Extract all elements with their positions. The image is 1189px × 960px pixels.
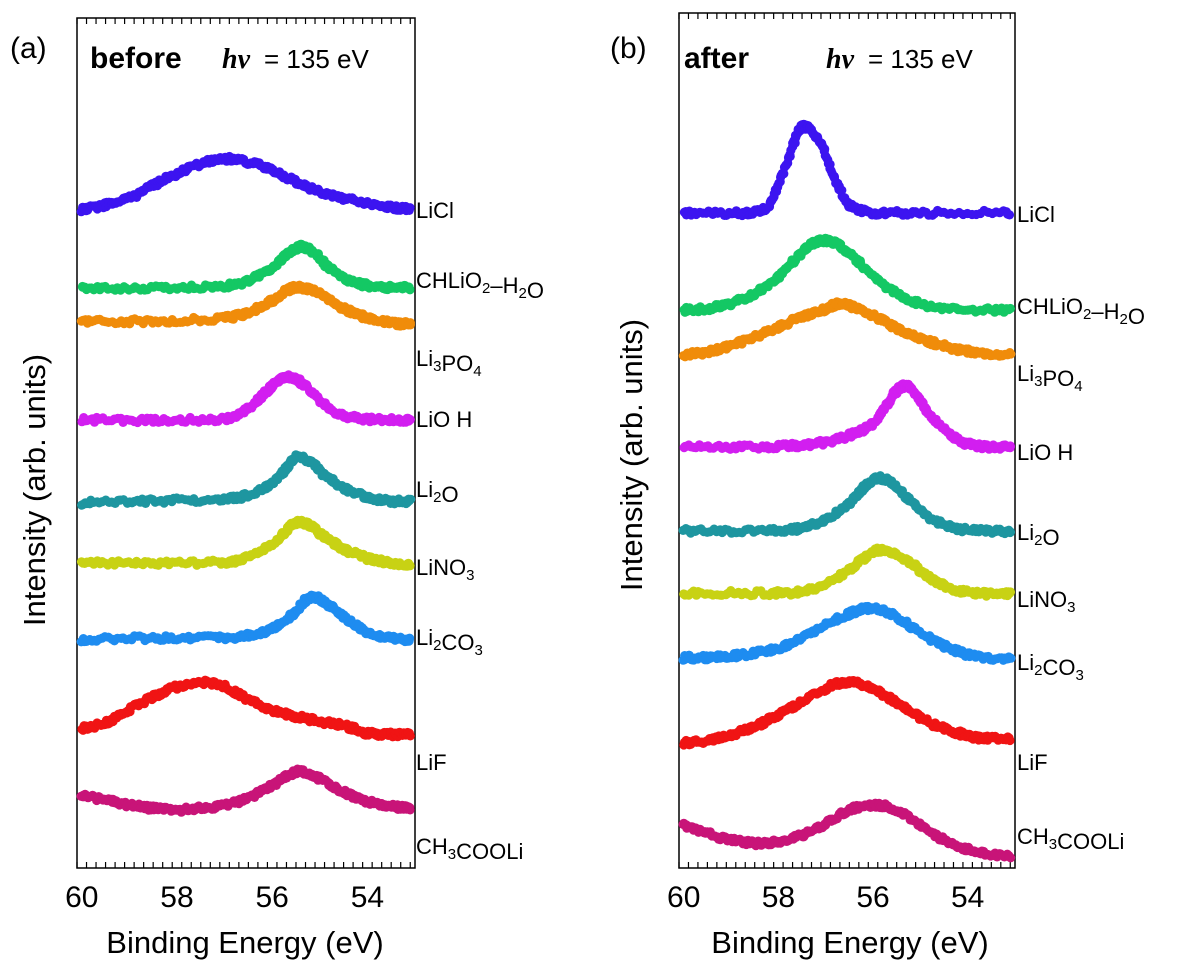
data-point: [405, 203, 415, 213]
data-point: [1005, 303, 1016, 314]
panel-a-plot-frame: [76, 17, 416, 869]
panel-b-series-Li2CO3: [678, 601, 1016, 665]
panel-a-series-label-CH3COOLi: CH3COOLi: [416, 834, 523, 864]
panel-b-series-CHLiO2-H2O: [679, 233, 1016, 317]
panel-a-x-tick-label: 60: [65, 881, 98, 914]
panel-b-series-LiNO3: [679, 543, 1016, 601]
panel-b-condition: after: [684, 42, 749, 75]
panel-a-series-Li2O: [77, 450, 416, 510]
panel-b-series-label-Li2O: Li2O: [1017, 520, 1060, 550]
data-point: [1006, 653, 1016, 663]
panel-b-x-tick-label: 54: [951, 881, 984, 914]
panel-a-series-label-Li2O: Li2O: [416, 477, 459, 507]
data-point: [405, 415, 415, 425]
panel-a-series-CHLiO2-H2O: [77, 239, 415, 295]
panel-a-series-Li3PO4: [76, 280, 415, 331]
panel-b-plot-frame: [678, 12, 1016, 869]
data-point: [405, 560, 415, 570]
data-point: [1004, 210, 1015, 220]
panel-a-series-LiCl: [76, 151, 415, 217]
data-point: [1005, 443, 1015, 453]
panel-b-series-label-LiNO3: LiNO3: [1017, 587, 1075, 616]
data-point: [1005, 735, 1015, 746]
panel-a-x-tick-label: 56: [255, 881, 288, 914]
data-point: [1005, 587, 1016, 597]
panel-b-series-label-LiF: LiF: [1017, 750, 1048, 775]
panel-b-series-label-LiOH: LiO H: [1017, 440, 1073, 465]
panel-a-series-label-Li2CO3: Li2CO3: [416, 625, 483, 659]
panel-b-series-label-Li2CO3: Li2CO3: [1017, 650, 1084, 684]
panel-b-series-LiOH: [679, 379, 1016, 454]
panel-b-photon-symbol: hν: [826, 44, 855, 75]
panel-a-x-tick-label: 54: [351, 881, 384, 914]
data-point: [405, 803, 415, 813]
panel-a-series-label-LiF: LiF: [416, 750, 447, 775]
panel-a-series-LiOH: [77, 370, 415, 428]
panel-b-photon-value: = 135 eV: [868, 44, 973, 74]
panel-b-series-LiCl: [679, 119, 1015, 221]
panel-a-y-axis-title: Intensity (arb. units): [17, 354, 52, 626]
data-point: [405, 633, 415, 643]
panel-b-x-tick-label: 58: [762, 881, 795, 914]
panel-b-series-label-CHLiO2-H2O: CHLiO2–H2O: [1017, 294, 1145, 329]
data-point: [1005, 527, 1016, 537]
data-point: [1006, 349, 1016, 359]
panel-a-label: (a): [10, 32, 47, 65]
data-point: [1006, 853, 1016, 863]
panel-a-series-label-LiOH: LiO H: [416, 407, 472, 432]
panel-a-series-CH3COOLi: [76, 764, 415, 817]
data-point: [405, 320, 415, 330]
panel-b-y-axis-title: Intensity (arb. units): [614, 319, 649, 591]
panel-b-series-LiF: [679, 676, 1015, 750]
panel-b-series-label-LiCl: LiCl: [1017, 202, 1055, 227]
data-point: [405, 284, 415, 294]
panel-b-x-tick-label: 60: [667, 881, 700, 914]
panel-a-series-Li2CO3: [76, 590, 415, 647]
panel-b-series-label-Li3PO4: Li3PO4: [1017, 361, 1083, 395]
panel-b-x-tick-label: 56: [856, 881, 889, 914]
panel-a-series-label-CHLiO2-H2O: CHLiO2–H2O: [416, 268, 544, 303]
panel-b-label: (b): [610, 32, 647, 65]
panel-a-photon-symbol: hν: [222, 44, 251, 75]
panel-b-series-Li2O: [678, 471, 1016, 539]
panel-a-photon-value: = 135 eV: [264, 44, 369, 74]
panel-b-series-label-CH3COOLi: CH3COOLi: [1017, 824, 1124, 854]
panel-a-x-tick-label: 58: [160, 881, 193, 914]
panel-a-series-label-Li3PO4: Li3PO4: [416, 346, 482, 380]
panel-a-series-label-LiCl: LiCl: [416, 198, 454, 223]
panel-b-series-Li3PO4: [678, 297, 1016, 362]
panel-a-condition: before: [90, 42, 182, 75]
panel-a-series-label-LiNO3: LiNO3: [416, 555, 474, 584]
panel-a-series-LiNO3: [76, 515, 415, 571]
panel-b-x-axis-title: Binding Energy (eV): [711, 925, 988, 960]
panel-a-x-axis-title: Binding Energy (eV): [106, 925, 383, 960]
data-point: [406, 494, 416, 504]
data-point: [405, 731, 415, 741]
panel-b-series-CH3COOLi: [678, 798, 1016, 863]
panel-a-series-LiF: [77, 675, 415, 742]
